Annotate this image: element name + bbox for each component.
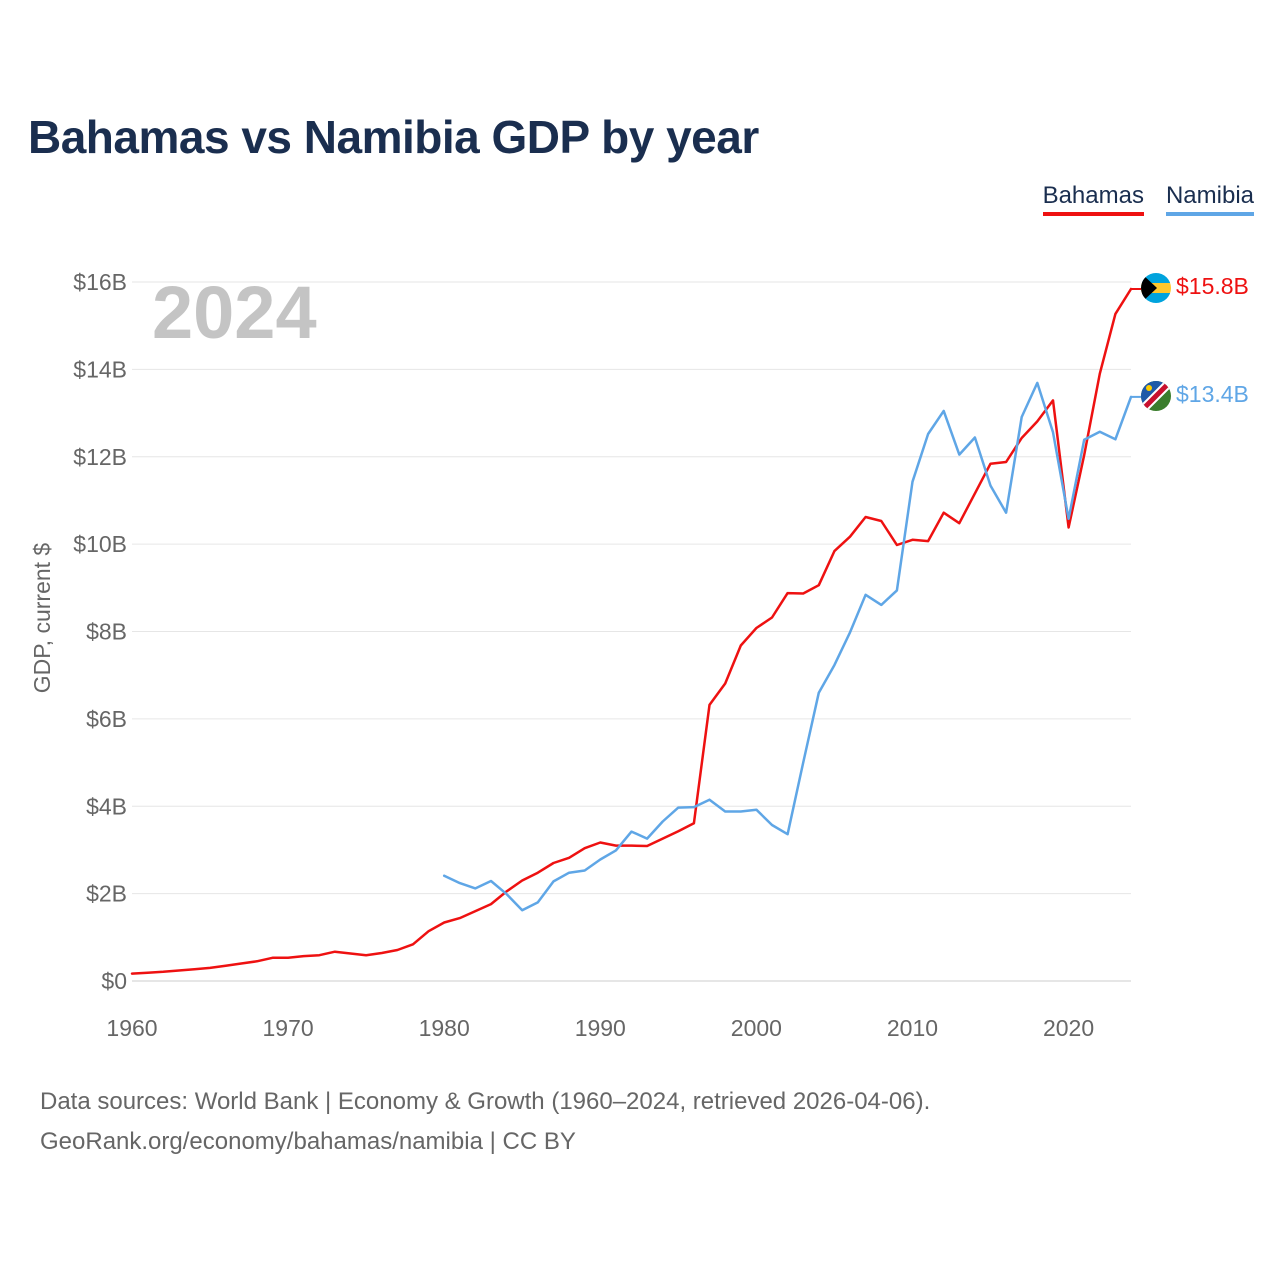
footer-attribution[interactable]: GeoRank.org/economy/bahamas/namibia | CC… [40, 1128, 576, 1155]
x-tick-label: 1990 [575, 1015, 626, 1041]
x-tick-label: 2000 [731, 1015, 782, 1041]
series-line-bahamas [130, 287, 1133, 975]
bahamas-flag-icon [1141, 273, 1171, 303]
y-tick-label: $6B [86, 706, 127, 732]
x-tick-label: 1970 [263, 1015, 314, 1041]
x-tick-label: 1960 [106, 1015, 157, 1041]
gridlines [132, 281, 1131, 982]
y-tick-label: $4B [86, 793, 127, 819]
footer-sources: Data sources: World Bank | Economy & Gro… [40, 1088, 931, 1115]
chart-title: Bahamas vs Namibia GDP by year [28, 111, 759, 163]
y-axis-label: GDP, current $ [29, 543, 55, 694]
namibia-flag-icon [1141, 381, 1171, 411]
x-tick-label: 2010 [887, 1015, 938, 1041]
y-axis-ticks: $0 $2B $4B $6B $8B $10B $12B $14B $16B [73, 269, 127, 994]
y-tick-label: $10B [73, 531, 127, 557]
x-axis-ticks: 1960 1970 1980 1990 2000 2010 2020 [106, 1015, 1094, 1041]
y-tick-label: $0 [101, 968, 127, 994]
end-label-bahamas: $15.8B [1176, 273, 1249, 299]
end-label-namibia: $13.4B [1176, 381, 1249, 407]
legend-item-bahamas[interactable]: Bahamas [1042, 182, 1144, 216]
series-lines [130, 287, 1141, 975]
year-watermark: 2024 [152, 271, 317, 354]
y-tick-label: $16B [73, 269, 127, 295]
x-tick-label: 2020 [1043, 1015, 1094, 1041]
legend-item-namibia[interactable]: Namibia [1165, 182, 1254, 216]
y-tick-label: $8B [86, 619, 127, 645]
y-tick-label: $14B [73, 356, 127, 382]
series-line-namibia [442, 381, 1133, 912]
footer: Data sources: World Bank | Economy & Gro… [40, 1082, 930, 1162]
legend: Bahamas Namibia [1042, 182, 1254, 216]
y-tick-label: $2B [86, 881, 127, 907]
x-tick-label: 1980 [419, 1015, 470, 1041]
y-tick-label: $12B [73, 444, 127, 470]
